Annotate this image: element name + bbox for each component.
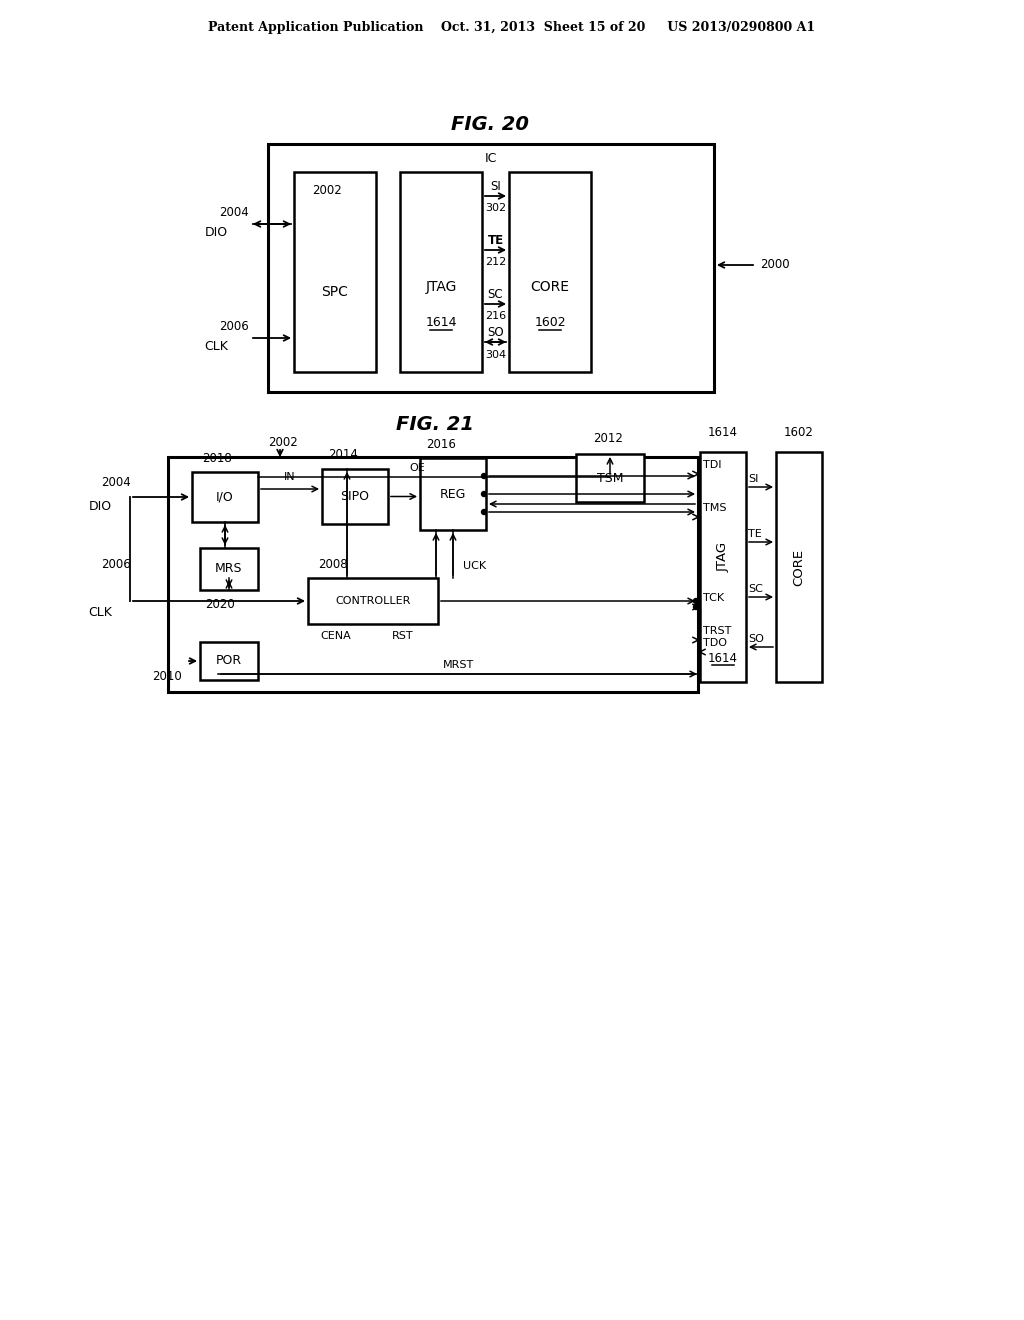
Circle shape bbox=[481, 474, 486, 479]
Text: SI: SI bbox=[748, 474, 759, 484]
Text: JTAG: JTAG bbox=[717, 543, 729, 572]
Text: 302: 302 bbox=[485, 203, 506, 213]
Text: TDO: TDO bbox=[703, 638, 727, 648]
Text: 304: 304 bbox=[485, 350, 506, 360]
Text: SIPO: SIPO bbox=[341, 490, 370, 503]
Circle shape bbox=[693, 598, 698, 603]
Bar bbox=[420, 458, 486, 531]
Text: 1614: 1614 bbox=[708, 652, 738, 664]
Text: DIO: DIO bbox=[205, 227, 228, 239]
Text: 2012: 2012 bbox=[593, 433, 623, 446]
Text: 2000: 2000 bbox=[760, 259, 790, 272]
Bar bbox=[268, 144, 714, 392]
Bar bbox=[308, 578, 438, 624]
Bar bbox=[200, 548, 258, 590]
Text: 2002: 2002 bbox=[312, 183, 342, 197]
Text: 1602: 1602 bbox=[535, 315, 566, 329]
Text: 2010: 2010 bbox=[152, 671, 181, 684]
Text: REG: REG bbox=[440, 487, 466, 500]
Circle shape bbox=[693, 605, 698, 610]
Text: TMS: TMS bbox=[703, 503, 726, 513]
Text: RST: RST bbox=[392, 631, 414, 642]
Text: 2016: 2016 bbox=[426, 437, 456, 450]
Bar bbox=[700, 451, 746, 682]
Text: CORE: CORE bbox=[793, 548, 806, 586]
Text: MRST: MRST bbox=[443, 660, 475, 671]
Text: CLK: CLK bbox=[204, 341, 228, 354]
Bar bbox=[193, 473, 258, 521]
Text: CLK: CLK bbox=[88, 606, 112, 619]
Text: SI: SI bbox=[490, 181, 501, 194]
Text: JTAG: JTAG bbox=[425, 280, 457, 294]
Text: Patent Application Publication    Oct. 31, 2013  Sheet 15 of 20     US 2013/0290: Patent Application Publication Oct. 31, … bbox=[209, 21, 815, 34]
Text: 2006: 2006 bbox=[219, 319, 249, 333]
Text: 1614: 1614 bbox=[708, 425, 738, 438]
Text: 1614: 1614 bbox=[425, 315, 457, 329]
Text: CONTROLLER: CONTROLLER bbox=[335, 597, 411, 606]
Text: SPC: SPC bbox=[322, 285, 348, 300]
Text: SO: SO bbox=[748, 634, 764, 644]
Text: CENA: CENA bbox=[321, 631, 351, 642]
Text: 2014: 2014 bbox=[328, 449, 357, 462]
Text: IC: IC bbox=[484, 152, 498, 165]
Text: 2018: 2018 bbox=[202, 451, 231, 465]
Text: 212: 212 bbox=[485, 257, 506, 267]
Text: TDI: TDI bbox=[703, 459, 722, 470]
Bar bbox=[575, 454, 644, 502]
Text: DIO: DIO bbox=[89, 500, 112, 513]
Bar bbox=[168, 457, 698, 692]
Bar bbox=[322, 469, 388, 524]
Text: 216: 216 bbox=[485, 312, 506, 321]
Text: TSM: TSM bbox=[597, 471, 624, 484]
Text: FIG. 20: FIG. 20 bbox=[451, 116, 529, 135]
Text: I/O: I/O bbox=[216, 491, 233, 503]
Bar bbox=[400, 172, 482, 372]
Bar bbox=[509, 172, 591, 372]
Text: OE: OE bbox=[410, 463, 425, 473]
Text: MRS: MRS bbox=[215, 562, 243, 576]
Text: 2004: 2004 bbox=[219, 206, 249, 219]
Text: TCK: TCK bbox=[703, 593, 724, 603]
Text: SC: SC bbox=[748, 583, 763, 594]
Text: SO: SO bbox=[487, 326, 504, 339]
Text: POR: POR bbox=[216, 655, 242, 668]
Text: TE: TE bbox=[487, 235, 504, 248]
Bar bbox=[776, 451, 822, 682]
Text: UCK: UCK bbox=[464, 561, 486, 572]
Text: CORE: CORE bbox=[530, 280, 569, 294]
Text: 2020: 2020 bbox=[205, 598, 234, 610]
Text: 2004: 2004 bbox=[101, 477, 131, 490]
Text: 2008: 2008 bbox=[318, 557, 347, 570]
Text: IN: IN bbox=[285, 473, 296, 482]
Text: 2002: 2002 bbox=[268, 436, 298, 449]
Circle shape bbox=[481, 510, 486, 515]
Text: 1602: 1602 bbox=[784, 425, 814, 438]
Text: TE: TE bbox=[748, 529, 762, 539]
Text: 2006: 2006 bbox=[101, 557, 131, 570]
Text: SC: SC bbox=[487, 289, 504, 301]
Text: FIG. 21: FIG. 21 bbox=[396, 414, 474, 433]
Text: TRST: TRST bbox=[703, 626, 731, 636]
Bar bbox=[200, 642, 258, 680]
Circle shape bbox=[481, 491, 486, 496]
Bar bbox=[294, 172, 376, 372]
